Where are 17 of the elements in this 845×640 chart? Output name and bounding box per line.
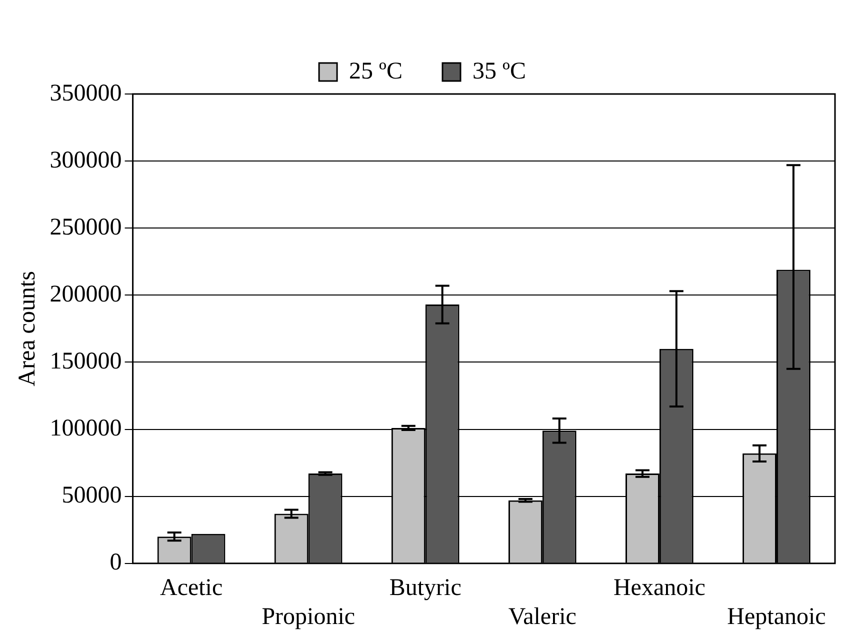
legend-label: 35 ºC: [472, 58, 526, 84]
y-axis-title: Area counts: [14, 271, 41, 386]
y-tick-label: 0: [110, 550, 122, 576]
x-tick-label: Acetic: [160, 575, 223, 602]
x-tick-label: Heptanoic: [727, 604, 826, 630]
y-tick-label: 150000: [50, 348, 122, 375]
legend-label: 25 ºC: [349, 58, 403, 84]
x-tick-label: Hexanoic: [613, 575, 706, 602]
y-tick-label: 200000: [50, 281, 122, 308]
y-tick-label: 100000: [50, 416, 122, 442]
y-tick-label: 50000: [62, 482, 122, 509]
x-tick-label: Butyric: [389, 575, 462, 602]
x-tick-label: Propionic: [262, 604, 356, 630]
x-tick-label: Valeric: [508, 604, 576, 630]
y-tick-label: 250000: [50, 214, 122, 240]
y-tick-label: 300000: [50, 147, 122, 174]
y-tick-label: 350000: [50, 80, 122, 106]
